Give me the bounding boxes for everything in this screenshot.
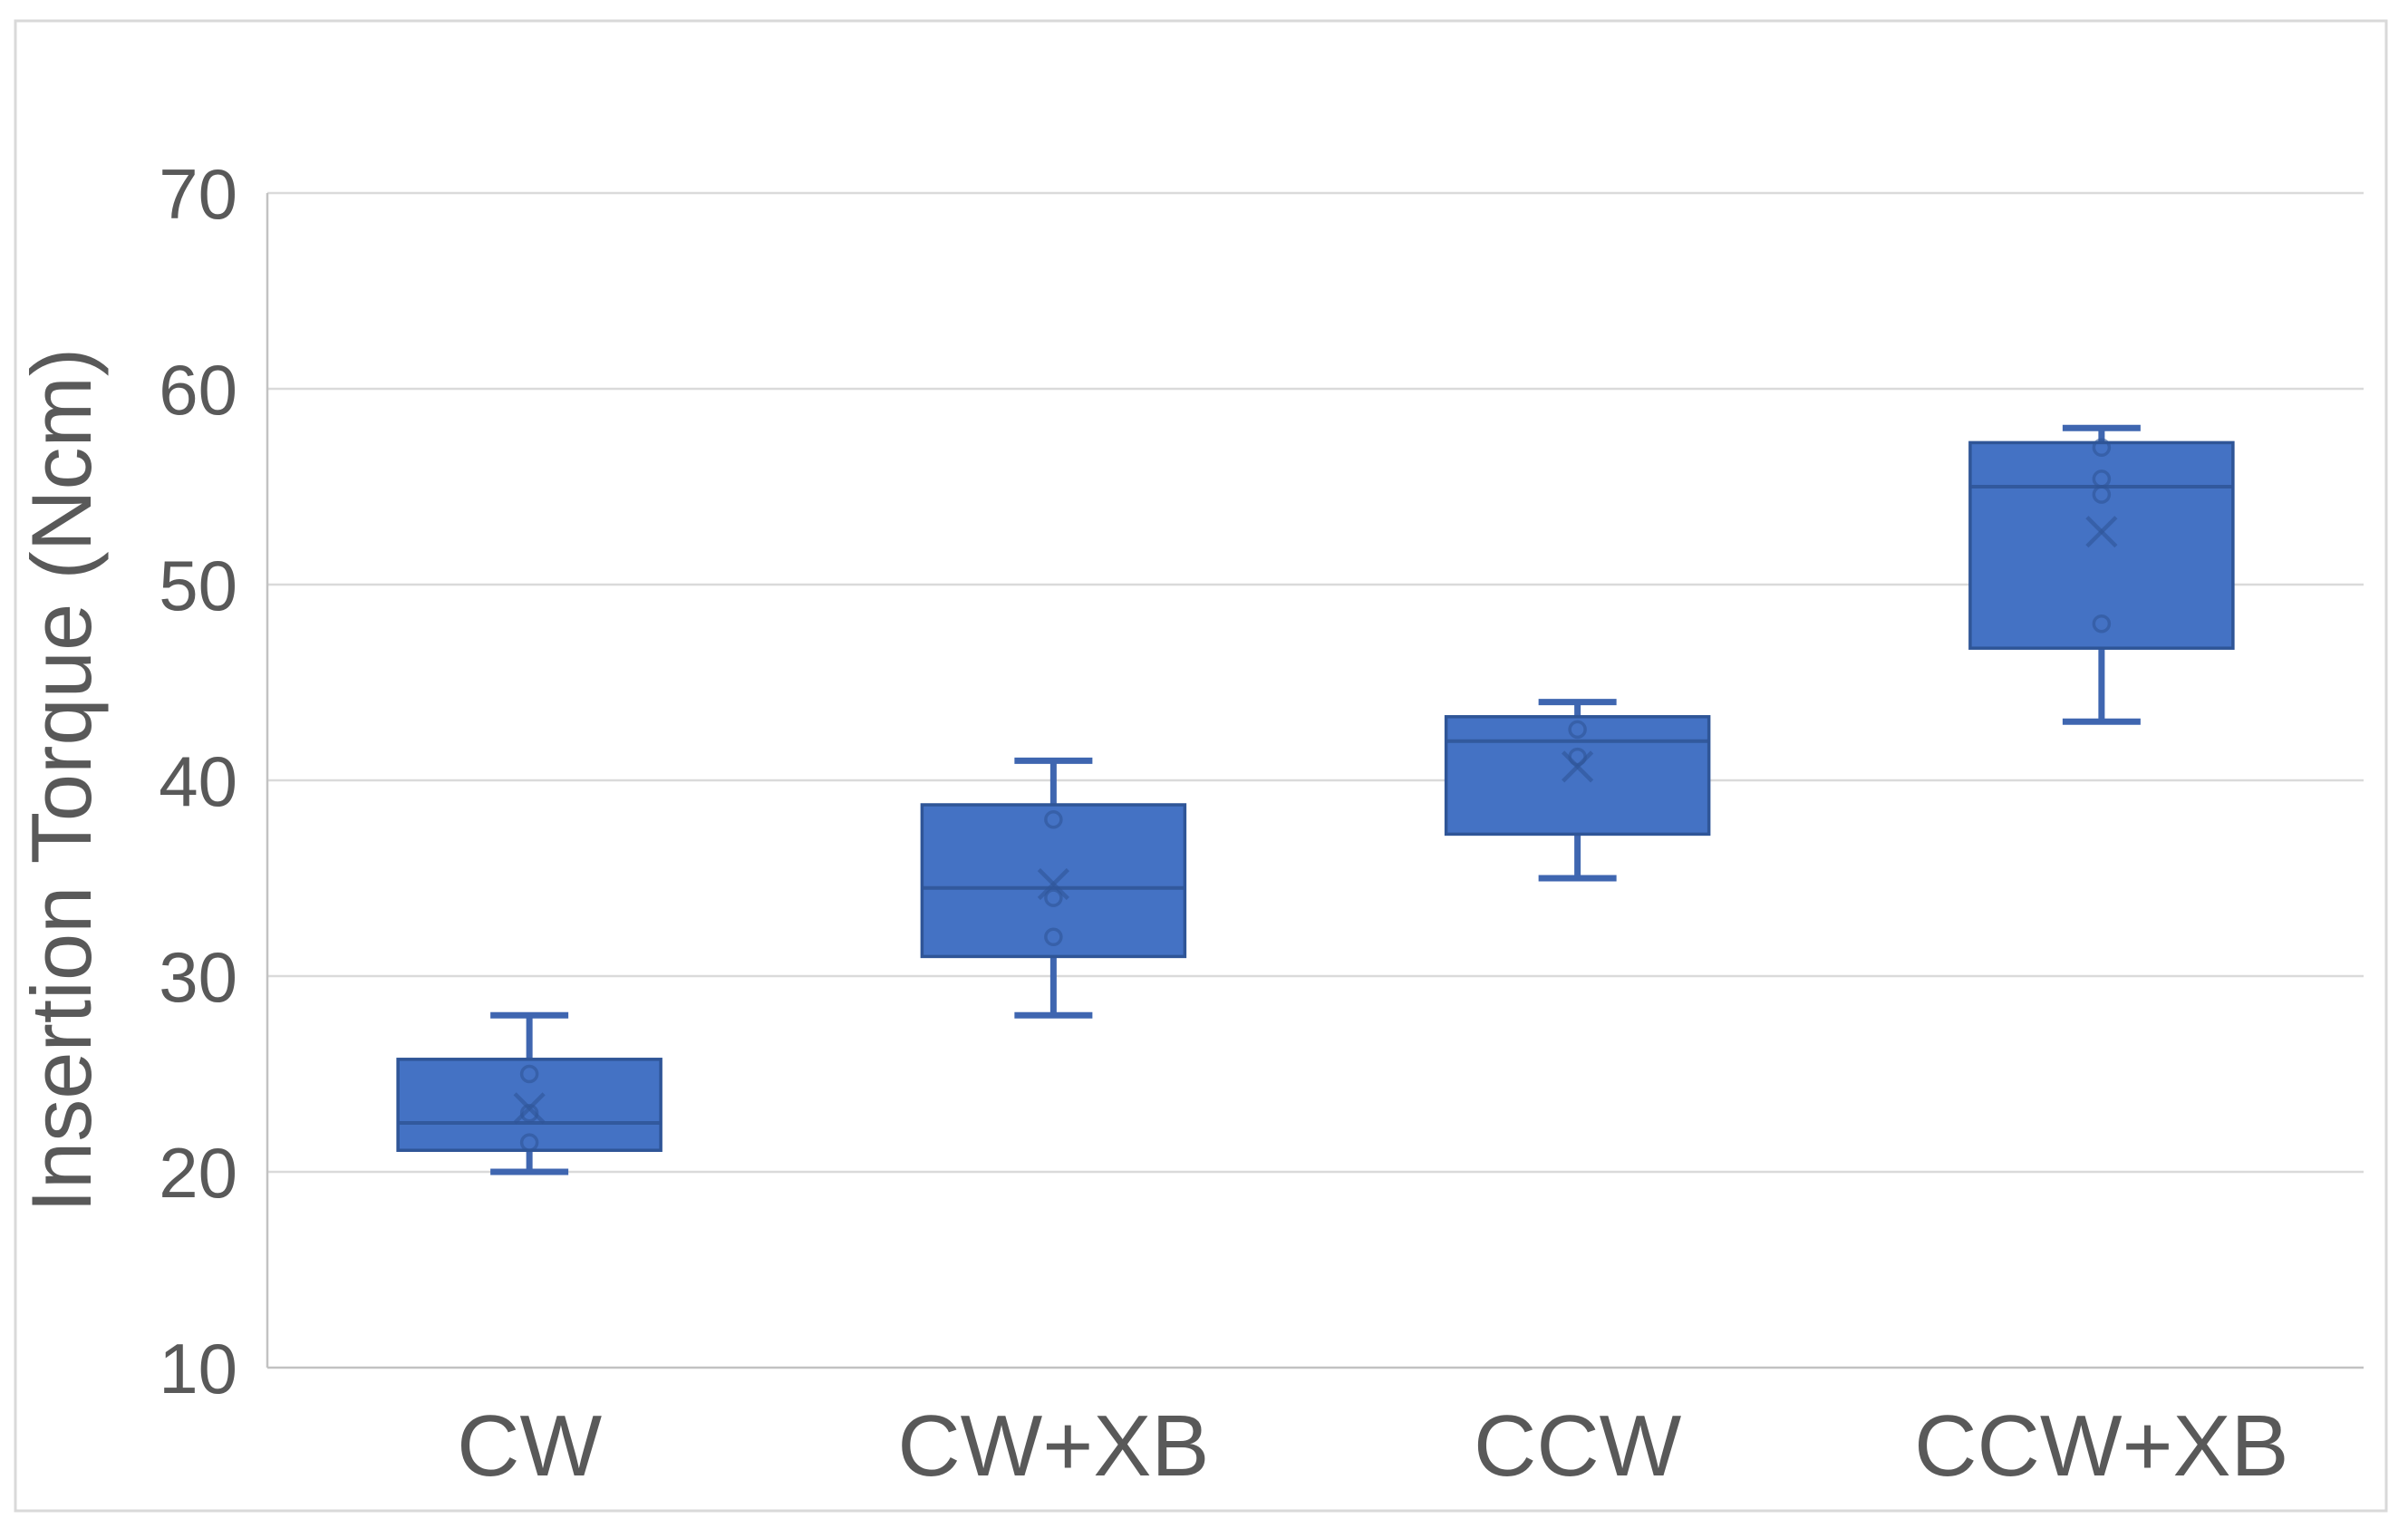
data-point-CW+XB-1	[1044, 888, 1063, 907]
mean-x-marker-CCW	[1562, 750, 1594, 783]
category-label-CW: CW	[457, 1398, 602, 1494]
ytick-label-60: 60	[159, 350, 237, 430]
ytick-label-40: 40	[159, 741, 237, 821]
data-point-CW-0	[519, 1064, 539, 1084]
data-point-CW-2	[519, 1133, 539, 1152]
data-point-CCW+XB-0	[2092, 438, 2112, 458]
category-label-CCW+XB: CCW+XB	[1914, 1398, 2288, 1494]
mean-x-marker-CW	[513, 1092, 546, 1125]
iqr-box-CCW	[1444, 715, 1711, 837]
category-label-CW+XB: CW+XB	[897, 1398, 1209, 1494]
box-plots	[396, 424, 2235, 1175]
y-axis-tick-labels: 10 20 30 40 50 60 70	[159, 154, 237, 1408]
box-group-CW	[396, 1011, 662, 1175]
iqr-box-CCW+XB	[1968, 440, 2235, 650]
data-point-CCW+XB-3	[2092, 614, 2112, 634]
ytick-label-30: 30	[159, 937, 237, 1017]
data-point-CCW+XB-2	[2092, 485, 2112, 504]
box-group-CCW+XB	[1968, 424, 2235, 725]
y-axis-title: Insertion Torque (Ncm)	[14, 348, 109, 1213]
data-point-CCW-0	[1568, 720, 1587, 740]
data-point-CW+XB-0	[1044, 809, 1063, 829]
ytick-label-50: 50	[159, 546, 237, 625]
data-point-CW+XB-2	[1044, 927, 1063, 947]
mean-x-marker-CCW+XB	[2085, 516, 2118, 548]
gridlines	[267, 191, 2364, 1174]
category-label-CCW: CCW	[1474, 1398, 1682, 1494]
chart-area-border	[14, 19, 2388, 1513]
ytick-label-20: 20	[159, 1133, 237, 1213]
axes	[266, 193, 2364, 1369]
box-group-CCW	[1444, 699, 1711, 882]
box-group-CW+XB	[920, 757, 1187, 1019]
mean-x-marker-CW+XB	[1037, 867, 1069, 901]
x-axis-category-labels: CW CW+XB CCW CCW+XB	[457, 1398, 2288, 1494]
iqr-box-CW+XB	[920, 803, 1187, 959]
ytick-label-10: 10	[159, 1329, 237, 1408]
ytick-label-70: 70	[159, 154, 237, 234]
